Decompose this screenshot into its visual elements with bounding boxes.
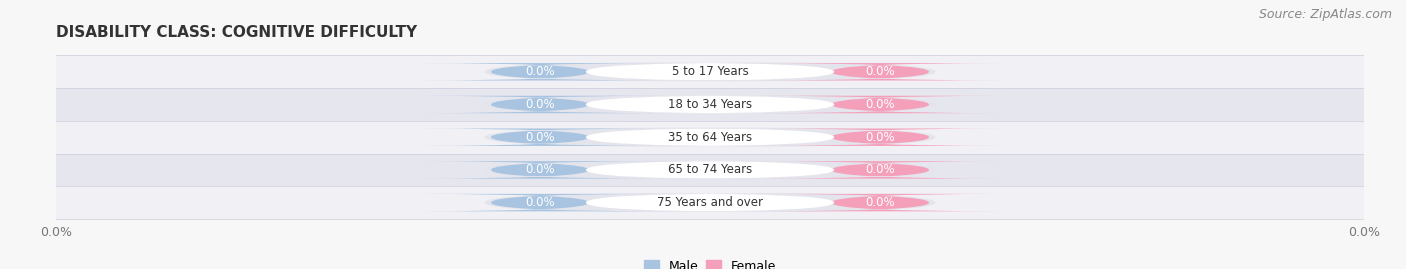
- Text: 35 to 64 Years: 35 to 64 Years: [668, 131, 752, 144]
- Bar: [56, 88, 1364, 121]
- Text: 0.0%: 0.0%: [526, 163, 555, 176]
- Bar: [56, 121, 1364, 154]
- FancyBboxPatch shape: [755, 63, 1005, 80]
- Text: 0.0%: 0.0%: [865, 163, 894, 176]
- FancyBboxPatch shape: [755, 96, 1005, 113]
- Text: 5 to 17 Years: 5 to 17 Years: [672, 65, 748, 78]
- Text: DISABILITY CLASS: COGNITIVE DIFFICULTY: DISABILITY CLASS: COGNITIVE DIFFICULTY: [56, 26, 418, 40]
- FancyBboxPatch shape: [485, 128, 935, 147]
- Text: 18 to 34 Years: 18 to 34 Years: [668, 98, 752, 111]
- Text: 0.0%: 0.0%: [865, 98, 894, 111]
- Text: 75 Years and over: 75 Years and over: [657, 196, 763, 209]
- FancyBboxPatch shape: [586, 128, 834, 146]
- Text: 0.0%: 0.0%: [526, 65, 555, 78]
- FancyBboxPatch shape: [485, 160, 935, 179]
- FancyBboxPatch shape: [586, 63, 834, 81]
- Legend: Male, Female: Male, Female: [638, 255, 782, 269]
- FancyBboxPatch shape: [755, 129, 1005, 146]
- Text: 0.0%: 0.0%: [865, 131, 894, 144]
- FancyBboxPatch shape: [415, 63, 665, 80]
- FancyBboxPatch shape: [415, 129, 665, 146]
- FancyBboxPatch shape: [755, 161, 1005, 179]
- FancyBboxPatch shape: [415, 194, 665, 211]
- Bar: [56, 154, 1364, 186]
- Text: 0.0%: 0.0%: [526, 196, 555, 209]
- Text: 0.0%: 0.0%: [526, 131, 555, 144]
- FancyBboxPatch shape: [755, 194, 1005, 211]
- Text: 65 to 74 Years: 65 to 74 Years: [668, 163, 752, 176]
- FancyBboxPatch shape: [586, 161, 834, 179]
- FancyBboxPatch shape: [485, 95, 935, 114]
- FancyBboxPatch shape: [485, 62, 935, 81]
- Bar: [56, 55, 1364, 88]
- FancyBboxPatch shape: [586, 95, 834, 114]
- FancyBboxPatch shape: [485, 193, 935, 212]
- Bar: [56, 186, 1364, 219]
- Text: Source: ZipAtlas.com: Source: ZipAtlas.com: [1258, 8, 1392, 21]
- FancyBboxPatch shape: [415, 161, 665, 179]
- Text: 0.0%: 0.0%: [865, 65, 894, 78]
- FancyBboxPatch shape: [586, 193, 834, 212]
- FancyBboxPatch shape: [415, 96, 665, 113]
- Text: 0.0%: 0.0%: [526, 98, 555, 111]
- Text: 0.0%: 0.0%: [865, 196, 894, 209]
